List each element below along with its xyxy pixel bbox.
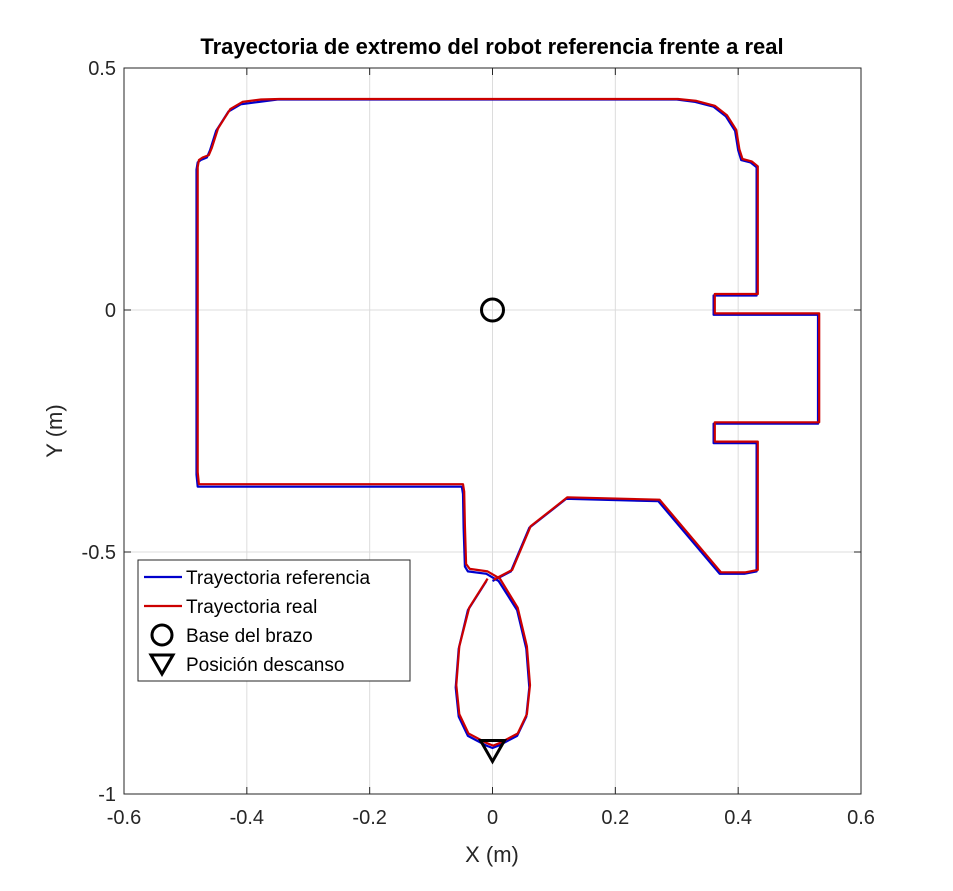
x-axis-label: X (m) [465, 842, 519, 867]
legend: Trayectoria referencia Trayectoria real Ba… [137, 559, 411, 682]
legend-entry-label: Posición descanso [186, 655, 344, 676]
x-tick-label: -0.4 [230, 807, 264, 829]
y-axis-label: Y (m) [42, 404, 67, 457]
y-tick-label: -0.5 [82, 542, 116, 564]
legend-entry-label: Trayectoria real [186, 597, 317, 618]
axis-ticks: -0.6 -0.4 -0.2 0 0.2 0.4 0.6 -1 -0.5 0 0.5 [82, 58, 875, 829]
x-tick-label: 0.2 [601, 807, 629, 829]
series-line-trayectoria-real [196, 97, 821, 747]
markers [477, 297, 508, 765]
x-tick-label: -0.2 [352, 807, 386, 829]
legend-circle-swatch [150, 623, 174, 647]
base-marker [480, 297, 505, 323]
legend-box [137, 559, 411, 682]
legend-entry-label: Base del brazo [186, 626, 313, 647]
y-tick-label: -1 [98, 784, 116, 806]
chart-title: Trayectoria de extremo del robot referen… [200, 34, 783, 59]
x-tick-label: 0.6 [847, 807, 875, 829]
y-tick-label: 0.5 [88, 58, 116, 80]
legend-entry-label: Trayectoria referencia [186, 568, 371, 589]
x-tick-label: -0.6 [107, 807, 141, 829]
x-tick-label: 0 [487, 807, 498, 829]
rest-position-marker [477, 738, 508, 765]
x-tick-label: 0.4 [724, 807, 752, 829]
legend-triangle-swatch [148, 653, 176, 677]
series-lines [195, 97, 821, 750]
y-tick-label: 0 [105, 300, 116, 322]
